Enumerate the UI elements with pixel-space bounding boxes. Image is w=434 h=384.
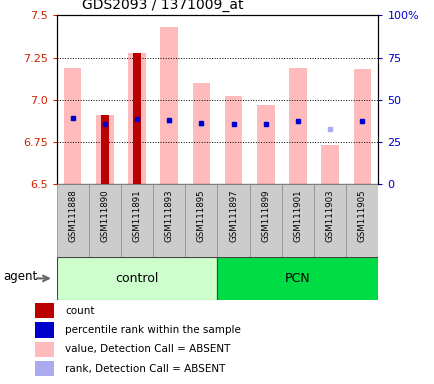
Bar: [35, 322, 54, 338]
Bar: [35, 303, 54, 318]
Bar: [313, 184, 345, 257]
Bar: [217, 184, 249, 257]
Text: GSM111893: GSM111893: [164, 189, 173, 242]
Bar: [153, 184, 185, 257]
Bar: [89, 184, 121, 257]
Text: control: control: [115, 272, 158, 285]
Bar: [56, 257, 217, 300]
Bar: [133, 53, 141, 184]
Text: GSM111888: GSM111888: [68, 189, 77, 242]
Text: GSM111890: GSM111890: [100, 189, 109, 242]
Bar: [185, 184, 217, 257]
Text: GSM111903: GSM111903: [325, 189, 334, 242]
Bar: [217, 257, 378, 300]
Text: value, Detection Call = ABSENT: value, Detection Call = ABSENT: [65, 344, 230, 354]
Bar: [160, 27, 178, 184]
Bar: [64, 68, 81, 184]
Text: GSM111905: GSM111905: [357, 189, 366, 242]
Text: rank, Detection Call = ABSENT: rank, Detection Call = ABSENT: [65, 364, 225, 374]
Bar: [289, 68, 306, 184]
Bar: [281, 184, 313, 257]
Bar: [321, 146, 338, 184]
Text: agent: agent: [3, 270, 37, 283]
Bar: [35, 361, 54, 376]
Text: GSM111901: GSM111901: [293, 189, 302, 242]
Text: percentile rank within the sample: percentile rank within the sample: [65, 325, 240, 335]
Text: GDS2093 / 1371009_at: GDS2093 / 1371009_at: [82, 0, 243, 12]
Text: GSM111891: GSM111891: [132, 189, 141, 242]
Bar: [121, 184, 153, 257]
Bar: [249, 184, 281, 257]
Bar: [256, 105, 274, 184]
Bar: [224, 96, 242, 184]
Bar: [35, 342, 54, 357]
Bar: [56, 184, 89, 257]
Text: GSM111897: GSM111897: [229, 189, 237, 242]
Bar: [128, 53, 145, 184]
Bar: [192, 83, 210, 184]
Bar: [353, 70, 370, 184]
Text: count: count: [65, 306, 95, 316]
Text: GSM111899: GSM111899: [261, 189, 270, 242]
Text: PCN: PCN: [285, 272, 310, 285]
Text: GSM111895: GSM111895: [197, 189, 205, 242]
Bar: [345, 184, 378, 257]
Bar: [101, 115, 108, 184]
Bar: [96, 115, 113, 184]
